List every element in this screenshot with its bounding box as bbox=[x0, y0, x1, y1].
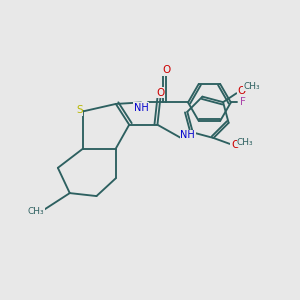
Text: S: S bbox=[76, 105, 83, 115]
Text: NH: NH bbox=[180, 130, 195, 140]
Text: CH₃: CH₃ bbox=[244, 82, 260, 91]
Text: O: O bbox=[162, 65, 170, 75]
Text: O: O bbox=[238, 86, 246, 96]
Text: O: O bbox=[231, 140, 239, 150]
Text: F: F bbox=[240, 98, 246, 107]
Text: CH₃: CH₃ bbox=[28, 207, 44, 216]
Text: O: O bbox=[156, 88, 164, 98]
Text: CH₃: CH₃ bbox=[237, 138, 253, 147]
Text: NH: NH bbox=[134, 103, 148, 113]
